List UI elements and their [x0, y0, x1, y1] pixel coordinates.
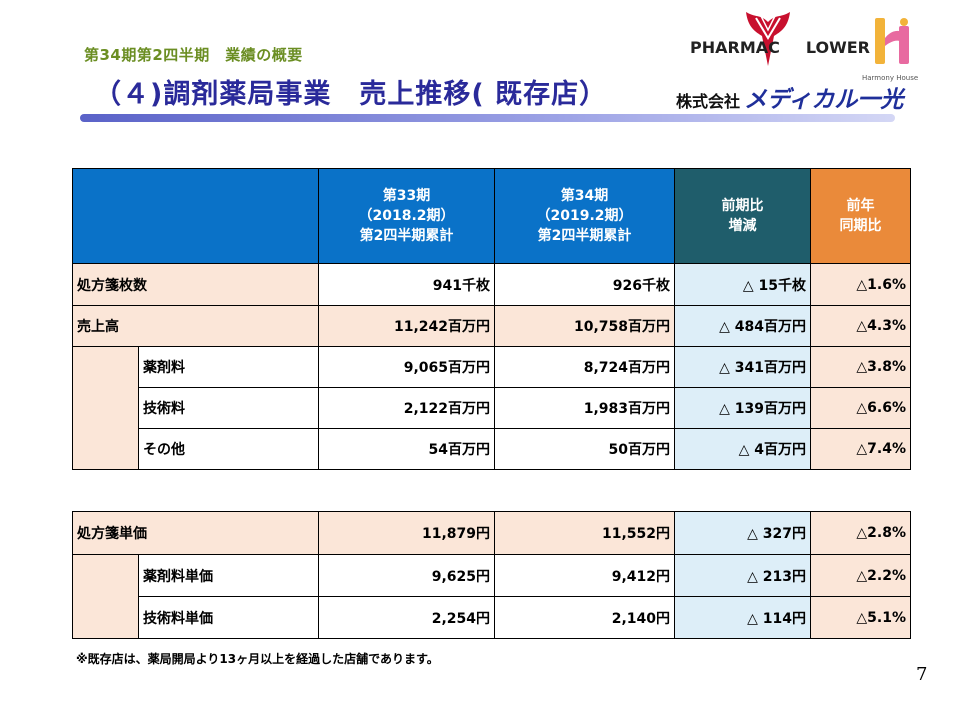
table-row: 薬剤料単価 9,625円 9,412円 △ 213円 △2.2%: [72, 554, 911, 639]
flower-logo-word: LOWER: [805, 38, 870, 57]
page-title: （４)調剤薬局事業 売上推移( 既存店）: [94, 79, 608, 110]
indent-cell: [72, 554, 139, 639]
cell-yoy: △3.8%: [810, 346, 911, 388]
cell-v34: 50百万円: [494, 428, 675, 470]
cell-diff: △ 484百万円: [674, 305, 811, 347]
row-label: 技術料: [138, 387, 319, 429]
cell-yoy: △2.2%: [810, 554, 911, 597]
cell-yoy: △1.6%: [810, 263, 911, 306]
sales-table: 第33期 （2018.2期） 第2四半期累計 第34期 （2019.2期） 第2四半期累…: [72, 168, 911, 470]
cell-v33: 9,065百万円: [318, 346, 495, 388]
pharmac-flower-logo-text: PHARMAC LOWER: [690, 38, 870, 57]
cell-yoy: △7.4%: [810, 428, 911, 470]
cell-diff: △ 15千枚: [674, 263, 811, 306]
cell-diff: △ 139百万円: [674, 387, 811, 429]
row-label: その他: [138, 428, 319, 470]
table-row: 薬剤料 9,065百万円 8,724百万円 △ 341百万円 △3.8%: [72, 346, 911, 470]
cell-v34: 8,724百万円: [494, 346, 675, 388]
cell-v33: 2,254円: [318, 596, 495, 639]
row-label: 薬剤料: [138, 346, 319, 388]
indent-cell: [72, 346, 139, 470]
cell-v34: 10,758百万円: [494, 305, 675, 347]
harmony-house-logo-icon: [875, 18, 909, 64]
table-row: 処方箋単価 11,879円 11,552円 △ 327円 △2.8%: [72, 511, 911, 555]
cell-v33: 11,242百万円: [318, 305, 495, 347]
cell-diff: △ 327円: [674, 511, 811, 555]
row-label: 薬剤料単価: [138, 554, 319, 597]
cell-diff: △ 341百万円: [674, 346, 811, 388]
table-row: 処方箋枚数 941千枚 926千枚 △ 15千枚 △1.6%: [72, 263, 911, 306]
harmony-house-text: Harmony House: [862, 74, 919, 82]
company-name: 株式会社 メディカル一光: [676, 80, 903, 114]
table-row: 技術料単価 2,254円 2,140円 △ 114円 △5.1%: [73, 596, 911, 639]
table-row: 技術料 2,122百万円 1,983百万円 △ 139百万円 △6.6%: [73, 387, 911, 429]
table-header-row: 第33期 （2018.2期） 第2四半期累計 第34期 （2019.2期） 第2四半期累…: [72, 168, 911, 264]
cell-v33: 941千枚: [318, 263, 495, 306]
cell-v33: 11,879円: [318, 511, 495, 555]
row-label: 処方箋単価: [72, 511, 319, 555]
cell-diff: △ 4百万円: [674, 428, 811, 470]
cell-yoy: △4.3%: [810, 305, 911, 347]
row-label: 処方箋枚数: [72, 263, 319, 306]
company-brand: メディカル一光: [744, 87, 904, 113]
cell-yoy: △2.8%: [810, 511, 911, 555]
header-change: 前期比 増減: [674, 168, 811, 264]
cell-v34: 1,983百万円: [494, 387, 675, 429]
cell-diff: △ 114円: [674, 596, 811, 639]
cell-yoy: △6.6%: [810, 387, 911, 429]
cell-v33: 2,122百万円: [318, 387, 495, 429]
subtitle: 第34期第2四半期 業績の概要: [84, 46, 303, 64]
header-period34: 第34期 （2019.2期） 第2四半期累計: [494, 168, 675, 264]
cell-v34: 926千枚: [494, 263, 675, 306]
title-underline: [80, 114, 895, 122]
header-period33: 第33期 （2018.2期） 第2四半期累計: [318, 168, 495, 264]
header-yoy: 前年 同期比: [810, 168, 911, 264]
cell-v33: 9,625円: [318, 554, 495, 597]
row-label: 技術料単価: [138, 596, 319, 639]
page-number: 7: [916, 664, 928, 685]
unit-price-table: 処方箋単価 11,879円 11,552円 △ 327円 △2.8% 薬剤料単価…: [72, 511, 911, 639]
flower-logo-icon: [746, 12, 790, 66]
table-row: その他 54百万円 50百万円 △ 4百万円 △7.4%: [73, 428, 911, 470]
cell-v33: 54百万円: [318, 428, 495, 470]
cell-v34: 2,140円: [494, 596, 675, 639]
cell-yoy: △5.1%: [810, 596, 911, 639]
table-row: 売上高 11,242百万円 10,758百万円 △ 484百万円 △4.3%: [72, 305, 911, 347]
company-kk: 株式会社: [676, 92, 741, 111]
cell-v34: 11,552円: [494, 511, 675, 555]
header-blank-cell: [72, 168, 319, 264]
row-label: 売上高: [72, 305, 319, 347]
cell-v34: 9,412円: [494, 554, 675, 597]
footnote: ※既存店は、薬局開局より13ヶ月以上を経過した店舗であります。: [76, 652, 439, 666]
cell-diff: △ 213円: [674, 554, 811, 597]
